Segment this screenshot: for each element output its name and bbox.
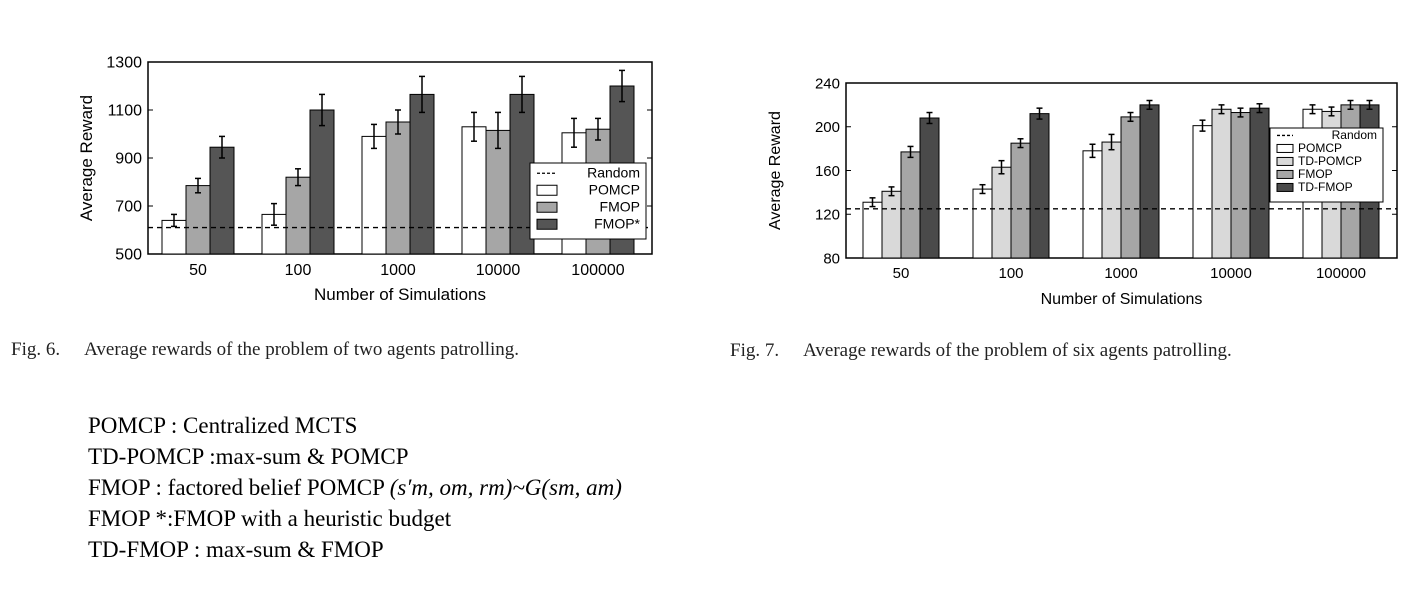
legend-label: TD-POMCP [1298, 154, 1362, 168]
caption-fig6-text: Average rewards of the problem of two ag… [84, 339, 520, 360]
legend-label-random: Random [1332, 128, 1377, 142]
bar [900, 151, 921, 259]
note-fmop: FMOP : factored belief POMCP (s′m, om, r… [88, 472, 622, 503]
x-tick-label: 100 [285, 262, 312, 279]
bar [919, 117, 940, 259]
bar [385, 121, 411, 255]
bar [461, 126, 487, 255]
bar [1082, 150, 1103, 259]
note-fmop-text: FMOP : factored belief POMCP [88, 475, 390, 500]
legend-swatch [1276, 182, 1294, 192]
legend-label: FMOP [600, 198, 640, 214]
x-axis-label: Number of Simulations [314, 285, 486, 304]
caption-fig6: Fig. 6. Average rewards of the problem of… [11, 339, 519, 361]
bar [881, 190, 902, 259]
caption-fig7-text: Average rewards of the problem of six ag… [803, 340, 1232, 361]
bar [409, 93, 435, 255]
bar [1010, 142, 1031, 259]
legend-swatch [1276, 156, 1294, 166]
note-td-fmop: TD-FMOP : max-sum & FMOP [88, 537, 384, 562]
x-axis-label: Number of Simulations [1041, 291, 1203, 308]
bar [1139, 104, 1160, 259]
legend-swatch [1276, 143, 1294, 153]
caption-fig6-number: Fig. 6. [11, 339, 61, 360]
caption-fig7-number: Fig. 7. [730, 340, 780, 361]
bar [285, 176, 311, 255]
bar [1029, 113, 1050, 259]
bar [1120, 116, 1141, 259]
x-tick-label: 100000 [571, 262, 624, 279]
x-tick-label: 10000 [1210, 265, 1252, 282]
bar [1249, 107, 1270, 259]
bar [309, 109, 335, 255]
legend-label: POMCP [589, 181, 640, 197]
legend-label: TD-FMOP [1298, 180, 1353, 194]
y-tick-label: 700 [115, 199, 142, 216]
bar [1230, 112, 1251, 259]
legend-label: POMCP [1298, 141, 1342, 155]
bar [185, 185, 211, 255]
bar [209, 146, 235, 255]
caption-fig7: Fig. 7. Average rewards of the problem of… [730, 340, 1232, 362]
note-pomcp: POMCP : Centralized MCTS [88, 413, 358, 438]
method-notes: POMCP : Centralized MCTS TD-POMCP :max-s… [88, 410, 622, 565]
bar [1211, 108, 1232, 259]
chart-fig7: 80 120 160 200 240 50 100 1000 10000 100000 Number… [767, 75, 1398, 308]
x-tick-label: 100000 [1316, 265, 1366, 282]
x-tick-label: 10000 [476, 262, 521, 279]
note-td-pomcp: TD-POMCP :max-sum & POMCP [88, 444, 409, 469]
y-tick-label: 80 [823, 250, 840, 267]
y-tick-label: 160 [815, 163, 840, 180]
bar [1192, 125, 1213, 259]
legend-swatch [536, 184, 558, 196]
bar [862, 201, 883, 259]
y-axis-label: Average Reward [767, 111, 784, 230]
bar [1101, 141, 1122, 259]
legend-label-random: Random [587, 164, 640, 180]
y-tick-label: 1100 [108, 103, 143, 120]
y-tick-label: 1300 [106, 55, 142, 72]
y-axis-label: Average Reward [77, 95, 96, 221]
legend-swatch [536, 201, 558, 213]
note-fmop-formula: (s′m, om, rm)~G(sm, am) [389, 475, 622, 500]
x-tick-label: 50 [893, 265, 910, 282]
x-tick-label: 1000 [1104, 265, 1137, 282]
legend-label: FMOP* [594, 215, 640, 231]
figure-canvas: 500 700 900 1100 1300 50 100 1000 10000 100000 Num… [77, 55, 1398, 308]
x-tick-label: 50 [189, 262, 207, 279]
bar [485, 129, 511, 255]
x-tick-label: 100 [998, 265, 1023, 282]
x-tick-label: 1000 [380, 262, 416, 279]
legend-swatch [536, 218, 558, 230]
y-tick-label: 240 [815, 75, 840, 92]
legend-label: FMOP [1298, 167, 1333, 181]
bar [991, 166, 1012, 259]
chart-fig6: 500 700 900 1100 1300 50 100 1000 10000 100000 Num… [77, 55, 653, 304]
note-fmop-star: FMOP *:FMOP with a heuristic budget [88, 506, 452, 531]
y-tick-label: 120 [815, 207, 840, 224]
bar [361, 135, 387, 255]
legend-swatch [1276, 169, 1294, 179]
bar [261, 213, 287, 255]
y-tick-label: 900 [115, 151, 142, 168]
bar [972, 188, 993, 259]
y-tick-label: 200 [815, 119, 840, 136]
y-tick-label: 500 [115, 247, 142, 264]
